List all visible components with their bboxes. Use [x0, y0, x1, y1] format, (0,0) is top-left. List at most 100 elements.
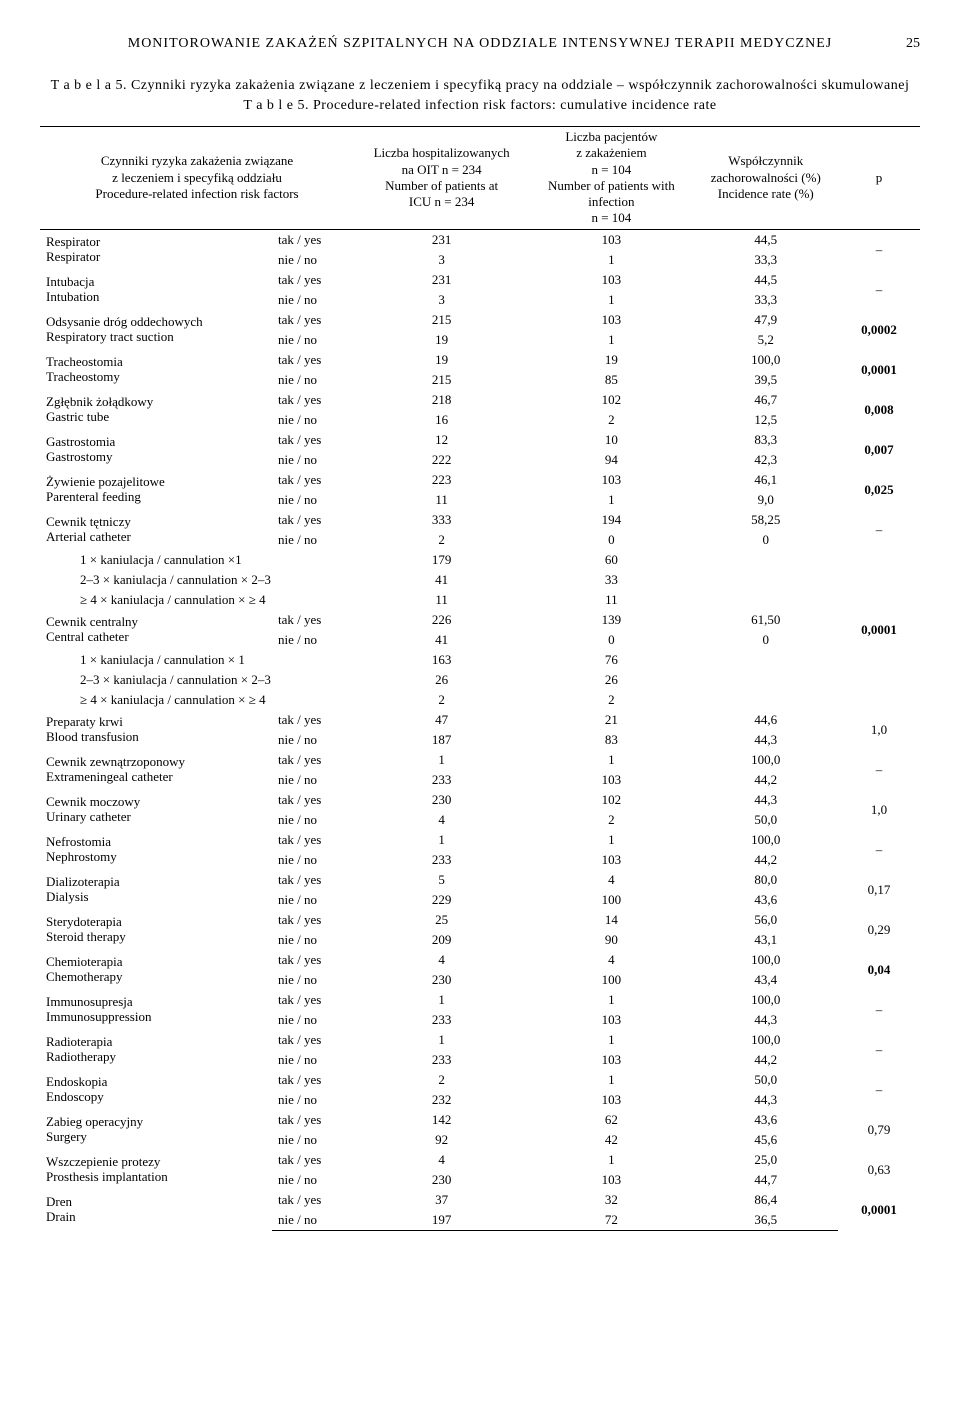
factor-en: Parenteral feeding — [46, 489, 141, 504]
factor-pl: Cewnik moczowy — [46, 794, 140, 809]
cell: 333 — [354, 510, 529, 530]
no-label: nie / no — [272, 490, 354, 510]
cell: 16 — [354, 410, 529, 430]
cell: 100,0 — [693, 1030, 838, 1050]
factor-en: Dialysis — [46, 889, 89, 904]
cell: 44,5 — [693, 270, 838, 290]
cell: 32 — [529, 1190, 693, 1210]
cell: 139 — [529, 610, 693, 630]
p-value: – — [838, 990, 920, 1030]
yes-label: tak / yes — [272, 390, 354, 410]
cell: 80,0 — [693, 870, 838, 890]
p-value: – — [838, 229, 920, 270]
yes-label: tak / yes — [272, 1070, 354, 1090]
factor-pl: Endoskopia — [46, 1074, 107, 1089]
cell: 19 — [354, 330, 529, 350]
cell: 9,0 — [693, 490, 838, 510]
table-row: DrenDraintak / yes373286,40,0001 — [40, 1190, 920, 1210]
subrow-label: ≥ 4 × kaniulacja / cannulation × ≥ 4 — [40, 690, 354, 710]
cell: 103 — [529, 1010, 693, 1030]
p-value: 0,0001 — [838, 1190, 920, 1231]
cell: 43,1 — [693, 930, 838, 950]
factor-en: Nephrostomy — [46, 849, 117, 864]
p-value: 1,0 — [838, 790, 920, 830]
factor-pl: Gastrostomia — [46, 434, 115, 449]
cell: 33 — [529, 570, 693, 590]
no-label: nie / no — [272, 970, 354, 990]
table-row: DializoterapiaDialysistak / yes5480,00,1… — [40, 870, 920, 890]
cell: 100,0 — [693, 350, 838, 370]
col-factor: Czynniki ryzyka zakażenia związane z lec… — [40, 127, 354, 230]
table-row: Cewnik zewnątrzoponowyExtrameningeal cat… — [40, 750, 920, 770]
cell: 233 — [354, 770, 529, 790]
factor-label: DrenDrain — [40, 1190, 272, 1231]
factor-pl: Odsysanie dróg oddechowych — [46, 314, 203, 329]
factor-label: NefrostomiaNephrostomy — [40, 830, 272, 870]
cell: 223 — [354, 470, 529, 490]
no-label: nie / no — [272, 730, 354, 750]
no-label: nie / no — [272, 930, 354, 950]
subrow-label: ≥ 4 × kaniulacja / cannulation × ≥ 4 — [40, 590, 354, 610]
cell: 19 — [529, 350, 693, 370]
cell: 2 — [529, 410, 693, 430]
cell: 233 — [354, 850, 529, 870]
subrow-label: 2–3 × kaniulacja / cannulation × 2–3 — [40, 670, 354, 690]
cell: 21 — [529, 710, 693, 730]
yes-label: tak / yes — [272, 610, 354, 630]
col-inf: Liczba pacjentów z zakażeniem n = 104 Nu… — [529, 127, 693, 230]
table-subrow: 1 × kaniulacja / cannulation ×117960 — [40, 550, 920, 570]
factor-label: DializoterapiaDialysis — [40, 870, 272, 910]
factor-label: EndoskopiaEndoscopy — [40, 1070, 272, 1110]
cell: 26 — [354, 670, 529, 690]
no-label: nie / no — [272, 890, 354, 910]
col-hosp: Liczba hospitalizowanych na OIT n = 234 … — [354, 127, 529, 230]
cell: 11 — [354, 590, 529, 610]
factor-pl: Intubacja — [46, 274, 94, 289]
cell: 10 — [529, 430, 693, 450]
no-label: nie / no — [272, 770, 354, 790]
table-row: TracheostomiaTracheostomytak / yes191910… — [40, 350, 920, 370]
yes-label: tak / yes — [272, 790, 354, 810]
p-value: – — [838, 1070, 920, 1110]
table-header-row: Czynniki ryzyka zakażenia związane z lec… — [40, 127, 920, 230]
p-value: – — [838, 270, 920, 310]
table-row: GastrostomiaGastrostomytak / yes121083,3… — [40, 430, 920, 450]
subrow-label: 2–3 × kaniulacja / cannulation × 2–3 — [40, 570, 354, 590]
cell: 194 — [529, 510, 693, 530]
cell: 4 — [529, 950, 693, 970]
cell: 46,7 — [693, 390, 838, 410]
cell: 103 — [529, 1170, 693, 1190]
cell: 102 — [529, 390, 693, 410]
p-value: – — [838, 750, 920, 790]
cell: 36,5 — [693, 1210, 838, 1231]
p-value: 0,17 — [838, 870, 920, 910]
factor-en: Intubation — [46, 289, 99, 304]
no-label: nie / no — [272, 450, 354, 470]
cell: 41 — [354, 570, 529, 590]
factor-label: IntubacjaIntubation — [40, 270, 272, 310]
p-value: 1,0 — [838, 710, 920, 750]
factor-en: Respirator — [46, 249, 100, 264]
table-row: ChemioterapiaChemotherapytak / yes44100,… — [40, 950, 920, 970]
p-value: 0,79 — [838, 1110, 920, 1150]
cell: 44,3 — [693, 730, 838, 750]
cell: 230 — [354, 970, 529, 990]
cell: 58,25 — [693, 510, 838, 530]
factor-pl: Dren — [46, 1194, 72, 1209]
cell: 1 — [529, 330, 693, 350]
yes-label: tak / yes — [272, 430, 354, 450]
cell: 2 — [354, 690, 529, 710]
cell: 62 — [529, 1110, 693, 1130]
cell: 100,0 — [693, 830, 838, 850]
cell: 25,0 — [693, 1150, 838, 1170]
table-row: NefrostomiaNephrostomytak / yes11100,0– — [40, 830, 920, 850]
cell: 43,6 — [693, 890, 838, 910]
cell: 229 — [354, 890, 529, 910]
no-label: nie / no — [272, 290, 354, 310]
table-row: Cewnik tętniczyArterial cathetertak / ye… — [40, 510, 920, 530]
cell: 42,3 — [693, 450, 838, 470]
no-label: nie / no — [272, 530, 354, 550]
cell: 11 — [354, 490, 529, 510]
cell: 232 — [354, 1090, 529, 1110]
cell: 231 — [354, 229, 529, 250]
